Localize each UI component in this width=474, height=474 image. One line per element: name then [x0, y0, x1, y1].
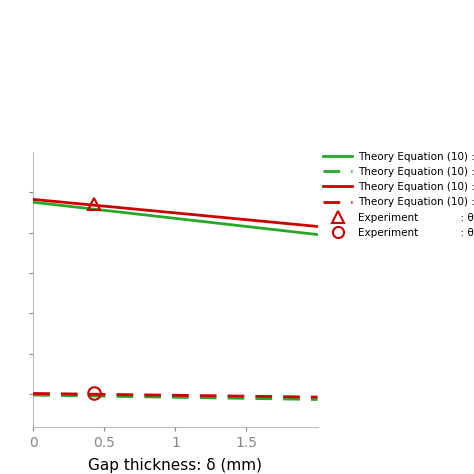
X-axis label: Gap thickness: δ (mm): Gap thickness: δ (mm) [88, 458, 263, 473]
Legend: Theory Equation (10) : θ=0.363 m³m⁻³, A, Theory Equation (10) : θ=0.086 m³m⁻³, A: Theory Equation (10) : θ=0.363 m³m⁻³, A,… [323, 152, 474, 238]
